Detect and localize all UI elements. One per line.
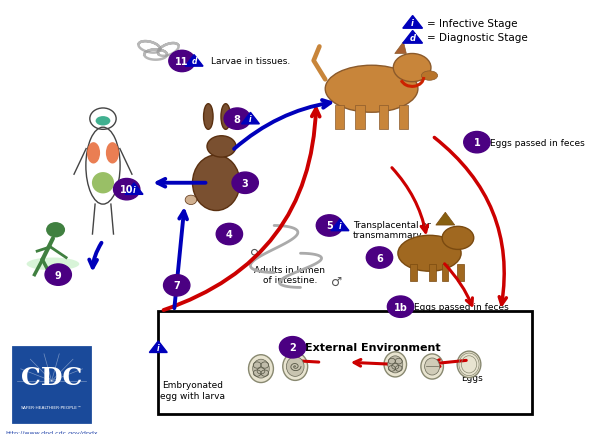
Circle shape	[224, 108, 251, 130]
Polygon shape	[242, 113, 259, 125]
Ellipse shape	[282, 353, 308, 381]
Text: i: i	[157, 343, 160, 352]
Text: Eggs: Eggs	[461, 373, 482, 382]
FancyBboxPatch shape	[14, 348, 90, 422]
Text: = Infective Stage: = Infective Stage	[427, 19, 517, 29]
Circle shape	[169, 51, 195, 72]
FancyBboxPatch shape	[158, 311, 532, 414]
Polygon shape	[403, 31, 423, 44]
Circle shape	[280, 337, 306, 358]
Ellipse shape	[87, 143, 100, 164]
Ellipse shape	[96, 117, 111, 126]
Ellipse shape	[425, 358, 440, 375]
FancyBboxPatch shape	[335, 106, 345, 129]
FancyBboxPatch shape	[378, 106, 388, 129]
Text: SAFER·HEALTHIER·PEOPLE™: SAFER·HEALTHIER·PEOPLE™	[21, 405, 82, 409]
Ellipse shape	[287, 357, 304, 377]
Polygon shape	[150, 341, 167, 353]
Circle shape	[464, 132, 490, 154]
Circle shape	[45, 264, 72, 286]
Ellipse shape	[421, 72, 437, 81]
Text: 6: 6	[376, 253, 383, 263]
Text: i: i	[339, 221, 341, 230]
Ellipse shape	[388, 356, 403, 373]
Ellipse shape	[92, 173, 114, 194]
Ellipse shape	[106, 143, 119, 164]
Circle shape	[216, 224, 242, 245]
Ellipse shape	[457, 351, 481, 378]
Text: ♀: ♀	[249, 247, 259, 260]
FancyBboxPatch shape	[410, 264, 417, 282]
Text: 7: 7	[173, 281, 180, 291]
Ellipse shape	[442, 227, 474, 250]
Text: i: i	[411, 19, 414, 28]
Ellipse shape	[207, 136, 236, 158]
Circle shape	[387, 296, 414, 318]
Ellipse shape	[185, 196, 197, 205]
Polygon shape	[185, 56, 203, 67]
Ellipse shape	[27, 258, 79, 271]
Ellipse shape	[253, 359, 269, 378]
Polygon shape	[125, 184, 143, 195]
Text: d: d	[410, 34, 415, 43]
FancyBboxPatch shape	[355, 106, 365, 129]
Ellipse shape	[421, 354, 443, 379]
Text: i: i	[249, 115, 252, 124]
Text: 11: 11	[175, 57, 189, 67]
Circle shape	[232, 173, 258, 194]
Circle shape	[316, 215, 343, 237]
Ellipse shape	[398, 236, 461, 272]
Text: 5: 5	[326, 221, 333, 231]
Ellipse shape	[203, 105, 213, 130]
Ellipse shape	[393, 54, 431, 82]
FancyBboxPatch shape	[457, 264, 465, 282]
Text: = Diagnostic Stage: = Diagnostic Stage	[427, 33, 528, 43]
Polygon shape	[395, 43, 407, 54]
Text: External Environment: External Environment	[305, 342, 440, 352]
Polygon shape	[403, 16, 423, 29]
Text: 4: 4	[226, 230, 233, 240]
Polygon shape	[436, 213, 455, 226]
Ellipse shape	[221, 105, 230, 130]
Text: Transplacental or
transmammary: Transplacental or transmammary	[353, 220, 431, 240]
Text: CDC: CDC	[21, 365, 82, 389]
Text: 9: 9	[55, 270, 61, 280]
Text: 8: 8	[234, 115, 241, 125]
Text: Embryonated
egg with larva: Embryonated egg with larva	[160, 381, 225, 400]
Circle shape	[113, 179, 140, 201]
Text: Eggs passed in feces: Eggs passed in feces	[414, 302, 508, 312]
Polygon shape	[331, 220, 349, 231]
Text: Eggs passed in feces: Eggs passed in feces	[490, 138, 585, 147]
Circle shape	[164, 275, 190, 296]
Text: Adults in lumen
of intestine.: Adults in lumen of intestine.	[255, 265, 326, 285]
Text: ♂: ♂	[330, 275, 342, 288]
FancyBboxPatch shape	[429, 264, 436, 282]
Text: 3: 3	[242, 178, 249, 188]
Circle shape	[46, 223, 65, 238]
Text: d: d	[191, 57, 197, 66]
Text: i: i	[133, 185, 135, 194]
Ellipse shape	[249, 355, 274, 383]
Text: http://www.dpd.cdc.gov/dpdx: http://www.dpd.cdc.gov/dpdx	[5, 430, 98, 434]
Text: 1: 1	[473, 138, 480, 148]
Ellipse shape	[384, 352, 407, 377]
Text: Larvae in tissues.: Larvae in tissues.	[211, 57, 290, 66]
Text: 1b: 1b	[394, 302, 407, 312]
Ellipse shape	[193, 156, 240, 211]
FancyBboxPatch shape	[441, 264, 449, 282]
Circle shape	[366, 247, 392, 269]
Ellipse shape	[325, 66, 418, 113]
Text: 2: 2	[289, 342, 296, 352]
FancyBboxPatch shape	[399, 106, 408, 129]
Text: 10: 10	[120, 185, 134, 195]
